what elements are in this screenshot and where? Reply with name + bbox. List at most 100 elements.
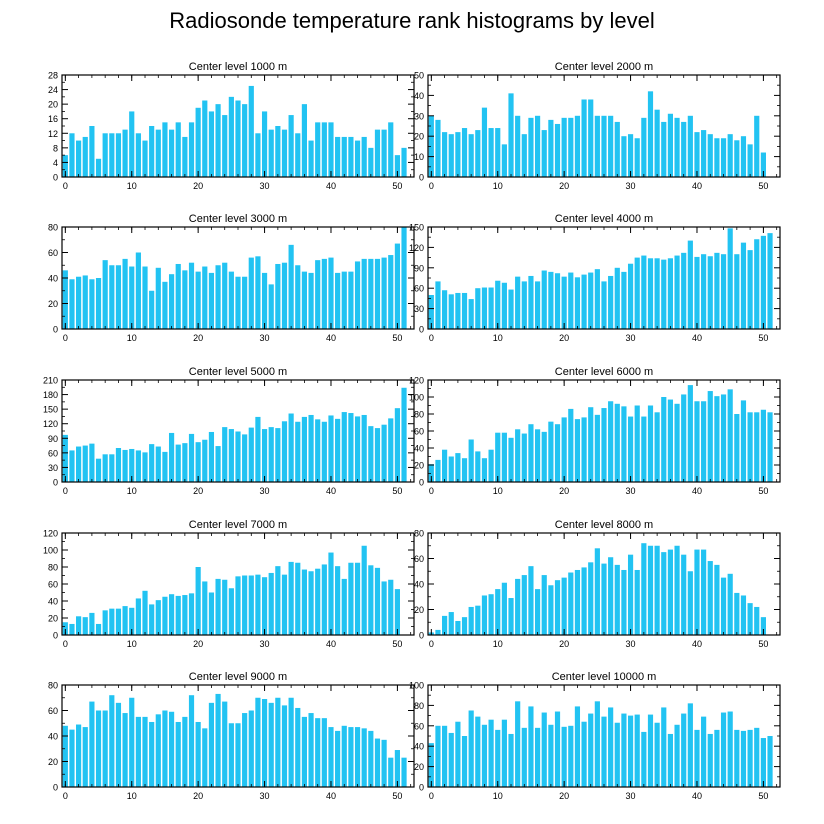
bar-0 [62, 622, 68, 635]
y-tick-label: 0 [53, 478, 58, 488]
bar-16 [534, 727, 541, 787]
bar-10 [129, 607, 135, 635]
bar-20 [561, 276, 567, 329]
bar-34 [288, 697, 294, 787]
y-tick-label: 60 [48, 248, 58, 258]
bar-37 [674, 255, 680, 329]
y-tick-label: 90 [414, 263, 424, 273]
bar-33 [281, 574, 288, 635]
bar-14 [521, 433, 527, 482]
bar-37 [674, 403, 680, 482]
bar-41 [335, 418, 341, 482]
bar-12 [142, 716, 148, 788]
bar-35 [295, 421, 301, 482]
bar-32 [641, 416, 647, 482]
bar-47 [374, 258, 381, 330]
bar-36 [301, 416, 307, 482]
y-tick-label: 120 [409, 243, 424, 253]
bar-44 [354, 727, 361, 787]
bar-21 [202, 728, 208, 787]
bar-13 [515, 701, 521, 787]
y-tick-label: 60 [48, 580, 58, 590]
bar-43 [714, 564, 720, 636]
bar-9 [122, 449, 128, 482]
y-tick-label: 30 [414, 304, 424, 314]
y-tick-label: 10 [414, 152, 424, 162]
bar-23 [581, 99, 587, 177]
bar-25 [228, 723, 234, 787]
y-tick-label: 100 [43, 546, 58, 556]
bar-23 [581, 274, 587, 329]
bar-42 [341, 725, 347, 787]
bar-47 [740, 730, 747, 787]
bar-36 [667, 113, 673, 177]
bar-41 [701, 549, 707, 635]
bar-27 [242, 434, 248, 482]
bar-39 [321, 564, 327, 635]
bar-21 [568, 725, 574, 787]
bar-35 [295, 265, 301, 329]
x-tick-label: 50 [392, 181, 402, 191]
bar-26 [601, 115, 607, 177]
bar-21 [202, 581, 208, 635]
bar-3 [82, 727, 88, 787]
bar-22 [208, 111, 215, 177]
bar-1 [69, 133, 75, 177]
bar-24 [588, 562, 594, 635]
y-tick-label: 40 [414, 444, 424, 454]
bar-51 [401, 757, 407, 787]
bar-3 [82, 136, 88, 177]
bar-28 [614, 121, 620, 177]
bar-34 [288, 561, 294, 635]
bar-24 [222, 579, 228, 635]
bar-45 [361, 545, 367, 635]
bar-10 [495, 128, 501, 177]
bar-44 [354, 261, 361, 329]
bar-42 [341, 412, 347, 482]
bar-15 [528, 706, 534, 787]
y-tick-label: 20 [414, 762, 424, 772]
y-tick-label: 120 [409, 376, 424, 386]
bar-19 [188, 593, 195, 635]
bar-25 [594, 115, 600, 177]
bar-15 [528, 275, 534, 329]
bar-14 [521, 281, 527, 329]
bar-46 [368, 258, 374, 330]
bar-36 [667, 258, 673, 329]
bar-34 [654, 258, 660, 329]
bar-41 [701, 254, 707, 329]
bar-0 [428, 743, 434, 787]
bar-32 [641, 255, 647, 329]
bar-10 [129, 448, 135, 482]
bar-15 [162, 451, 168, 482]
x-tick-label: 20 [559, 486, 569, 496]
bar-19 [188, 433, 195, 482]
bar-1 [435, 119, 441, 177]
bar-24 [222, 262, 228, 329]
bar-35 [661, 121, 667, 177]
y-tick-label: 20 [414, 605, 424, 615]
bar-12 [142, 452, 148, 482]
bar-14 [521, 134, 527, 177]
bar-50 [760, 152, 766, 177]
y-tick-label: 60 [414, 721, 424, 731]
bar-37 [308, 414, 314, 482]
y-tick-label: 0 [419, 631, 424, 641]
x-tick-label: 10 [127, 333, 137, 343]
panel-title: Center level 1000 m [189, 61, 287, 73]
y-tick-label: 40 [414, 742, 424, 752]
bar-6 [102, 133, 108, 177]
bar-13 [149, 290, 155, 329]
x-tick-label: 0 [429, 791, 434, 801]
bar-40 [328, 552, 334, 635]
bar-42 [707, 391, 713, 482]
bar-38 [681, 121, 687, 177]
x-tick-label: 0 [63, 791, 68, 801]
bar-17 [175, 263, 181, 329]
bar-28 [614, 403, 620, 482]
bar-44 [720, 712, 727, 787]
y-tick-label: 20 [48, 299, 58, 309]
y-tick-label: 100 [409, 681, 424, 691]
bar-35 [661, 707, 667, 787]
bar-47 [374, 738, 381, 787]
